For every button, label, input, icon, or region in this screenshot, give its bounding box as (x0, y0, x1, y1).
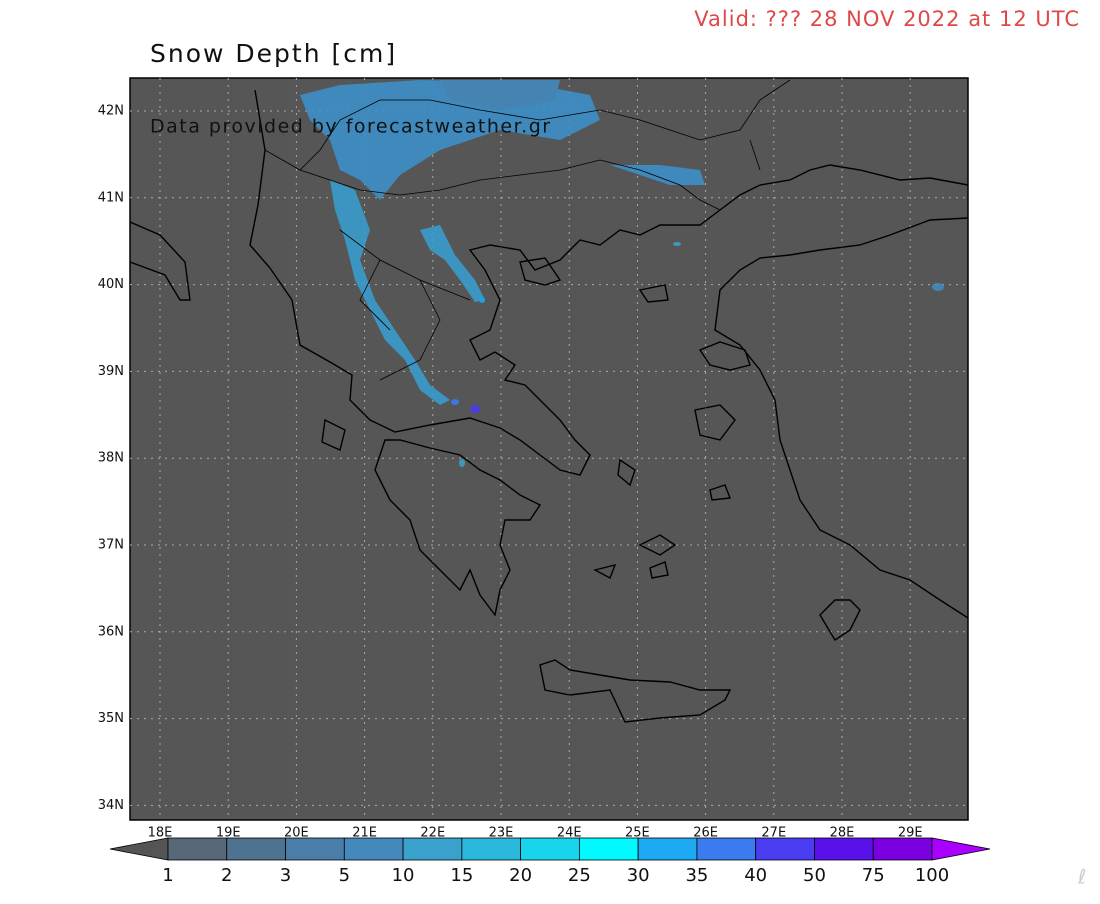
colorbar-swatch (696, 837, 757, 861)
lat-label: 38N (98, 451, 124, 466)
lon-label: 29E (898, 826, 923, 841)
lon-label: 19E (216, 826, 241, 841)
colorbar-label: 100 (915, 865, 949, 886)
lat-label: 34N (98, 798, 124, 813)
colorbar-swatch (285, 837, 345, 861)
colorbar-label: 1 (162, 865, 173, 886)
colorbar-label: 20 (509, 865, 532, 886)
lon-label: 26E (693, 826, 718, 841)
lon-label: 20E (284, 826, 309, 841)
colorbar-over (931, 837, 991, 861)
colorbar-under (109, 837, 169, 861)
lat-label: 36N (98, 624, 124, 639)
lon-label: 25E (625, 826, 650, 841)
coastlines (129, 79, 969, 723)
colorbar-swatch (167, 837, 228, 861)
colorbar-label: 30 (627, 865, 650, 886)
colorbar-swatch (814, 837, 874, 861)
colorbar-swatch (226, 837, 286, 861)
lon-label: 23E (489, 826, 514, 841)
lat-label: 37N (98, 538, 124, 553)
colorbar-label: 50 (803, 865, 826, 886)
colorbar-label: 40 (744, 865, 767, 886)
lon-label: 24E (557, 826, 582, 841)
colorbar-label: 5 (339, 865, 350, 886)
lat-label: 35N (98, 711, 124, 726)
colorbar-swatch (520, 837, 580, 861)
data-credit: Data provided by forecastweather.gr (150, 116, 552, 138)
lat-label: 40N (98, 277, 124, 292)
colorbar-swatch (872, 837, 933, 861)
colorbar-label: 75 (862, 865, 885, 886)
colorbar-label: 10 (392, 865, 415, 886)
lon-label: 28E (830, 826, 855, 841)
colorbar-swatch (343, 837, 404, 861)
colorbar: 1 2 3 5 10 15 20 25 30 35 40 50 75 100 (109, 837, 991, 886)
colorbar-label: 35 (685, 865, 708, 886)
lon-label: 21E (352, 826, 377, 841)
colorbar-label: 2 (221, 865, 232, 886)
snow-cover (300, 80, 944, 467)
colorbar-label: 3 (280, 865, 291, 886)
lon-label: 18E (148, 826, 173, 841)
map-frame (129, 77, 969, 821)
lat-label: 39N (98, 364, 124, 379)
colorbar-swatch (755, 837, 815, 861)
lon-label: 22E (420, 826, 445, 841)
valid-time: Valid: ??? 28 NOV 2022 at 12 UTC (694, 7, 1080, 31)
colorbar-swatch (402, 837, 463, 861)
lon-label: 27E (761, 826, 786, 841)
lat-label: 42N (98, 104, 124, 119)
watermark: ℓ (1077, 865, 1086, 889)
colorbar-label: 15 (450, 865, 473, 886)
colorbar-swatch (578, 837, 639, 861)
lat-label: 41N (98, 190, 124, 205)
colorbar-swatch (637, 837, 698, 861)
colorbar-swatch (461, 837, 522, 861)
colorbar-label: 25 (568, 865, 591, 886)
map-title: Snow Depth [cm] (150, 39, 397, 68)
